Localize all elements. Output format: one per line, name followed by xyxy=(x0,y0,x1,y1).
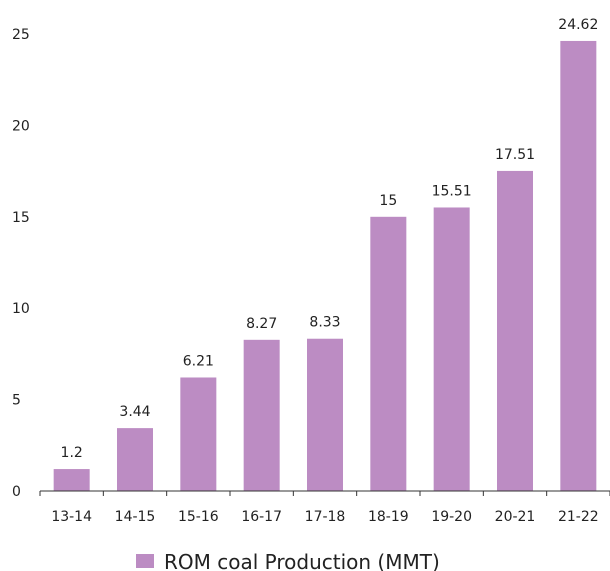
data-label: 24.62 xyxy=(558,17,598,33)
y-axis: 0 5 10 15 20 25 xyxy=(12,27,30,500)
x-tick-label: 20-21 xyxy=(495,509,536,525)
x-tick-label: 19-20 xyxy=(431,509,472,525)
bar xyxy=(243,339,280,491)
x-tick-label: 15-16 xyxy=(178,509,219,525)
x-tick-label: 17-18 xyxy=(305,509,346,525)
data-labels: 1.2 3.44 6.21 8.27 8.33 15 15.51 17.51 24.62 xyxy=(61,17,599,461)
data-label: 1.2 xyxy=(61,445,83,461)
legend-swatch xyxy=(136,554,154,568)
bar xyxy=(53,469,90,491)
x-tick-label: 14-15 xyxy=(115,509,156,525)
data-label: 6.21 xyxy=(183,353,214,369)
y-tick-label: 20 xyxy=(12,118,30,134)
data-label: 15.51 xyxy=(432,183,472,199)
bar xyxy=(180,377,217,491)
bar xyxy=(117,428,153,491)
legend-label: ROM coal Production (MMT) xyxy=(164,550,440,571)
bar xyxy=(307,338,343,491)
bar xyxy=(433,207,470,491)
bar xyxy=(370,216,407,492)
x-tick-label: 13-14 xyxy=(51,509,92,525)
legend: ROM coal Production (MMT) xyxy=(136,550,440,571)
bar xyxy=(497,170,533,491)
data-label: 8.33 xyxy=(309,315,340,331)
data-label: 17.51 xyxy=(495,147,535,163)
bars xyxy=(53,40,597,492)
data-label: 15 xyxy=(379,193,397,209)
x-tick-label: 18-19 xyxy=(368,509,409,525)
y-tick-label: 0 xyxy=(12,484,21,500)
bar xyxy=(560,40,597,491)
data-label: 3.44 xyxy=(119,404,150,420)
y-tick-label: 25 xyxy=(12,27,30,43)
y-tick-label: 5 xyxy=(12,393,21,409)
x-tick-label: 21-22 xyxy=(558,509,599,525)
data-label: 8.27 xyxy=(246,316,277,332)
x-tick-label: 16-17 xyxy=(241,509,282,525)
y-tick-label: 10 xyxy=(12,301,30,317)
y-tick-label: 15 xyxy=(12,210,30,226)
x-axis: 13-14 14-15 15-16 16-17 17-18 18-19 19-20 20-21… xyxy=(39,491,610,525)
